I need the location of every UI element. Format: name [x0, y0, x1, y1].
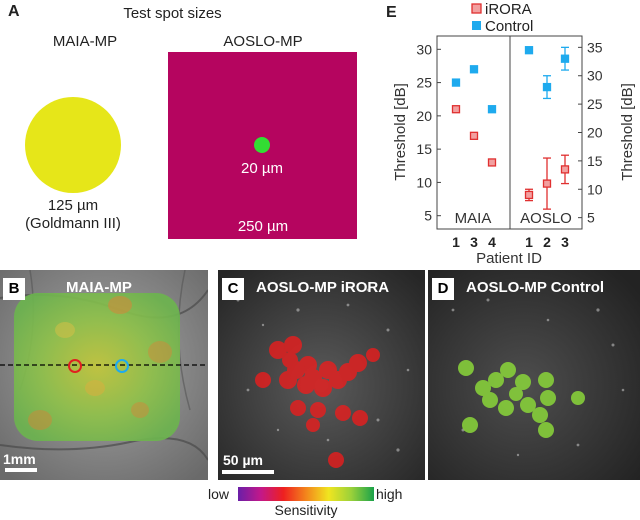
legend-irora-marker — [471, 3, 482, 14]
maia-spot-note: (Goldmann III) — [25, 215, 121, 232]
x-tick-label-aoslo: 3 — [561, 234, 569, 250]
left-tick-label: 30 — [416, 41, 432, 57]
panel-a-title: Test spot sizes — [123, 5, 222, 22]
aoslo-field-size: 250 µm — [237, 218, 289, 235]
panel-b-title: MAIA-MP — [66, 279, 132, 296]
panel-a-letter: A — [8, 3, 20, 20]
panel-c-title: AOSLO-MP iRORA — [256, 279, 390, 296]
right-tick-label: 10 — [587, 181, 603, 197]
point-control — [451, 78, 461, 87]
data-points — [451, 46, 570, 210]
maia-spot — [25, 97, 121, 193]
colorbar-low: low — [208, 486, 230, 502]
right-tick-label: 15 — [587, 153, 603, 169]
maia-heading: MAIA-MP — [52, 33, 118, 50]
aoslo-spot — [254, 137, 270, 153]
left-tick-label: 10 — [416, 174, 432, 190]
maia-fundus-panel — [0, 270, 208, 480]
left-tick-label: 20 — [416, 108, 432, 124]
right-tick-label: 5 — [587, 210, 595, 226]
legend-control-label: Control — [485, 18, 533, 35]
panel-c-scalebar — [222, 470, 274, 474]
x-tick-label-aoslo: 1 — [525, 234, 533, 250]
point-control — [542, 82, 552, 92]
point-control — [560, 54, 570, 63]
point-control — [524, 46, 534, 55]
left-axis-ticks: 5 10 15 20 25 30 — [416, 41, 441, 224]
panel-b-scalebar — [5, 468, 37, 472]
left-tick-label: 15 — [416, 141, 432, 157]
panel-e-letter: E — [386, 4, 397, 21]
colorbar-label: Sensitivity — [274, 502, 338, 518]
right-tick-label: 25 — [587, 96, 603, 112]
maia-spot-size: 125 µm — [47, 197, 99, 214]
left-axis-label: Threshold [dB] — [392, 83, 409, 181]
point-control — [487, 105, 497, 114]
x-tick-label-aoslo: 2 — [543, 234, 551, 250]
panel-d-letter: D — [432, 278, 454, 300]
sensitivity-colorbar — [238, 487, 374, 501]
point-irora — [560, 165, 570, 174]
legend-irora-label: iRORA — [485, 1, 532, 18]
panel-b-scale: 1mm — [3, 451, 36, 467]
aoslo-control-panel — [428, 270, 640, 480]
aoslo-spot-size: 20 µm — [241, 160, 283, 177]
colorbar-high: high — [376, 486, 403, 502]
legend-control-marker — [472, 21, 481, 30]
right-tick-label: 35 — [587, 39, 603, 55]
left-tick-label: 5 — [424, 208, 432, 224]
x-tick-label-maia: 3 — [470, 234, 478, 250]
aoslo-heading: AOSLO-MP — [223, 33, 303, 50]
x-tick-label-maia: 4 — [488, 234, 496, 250]
right-axis-ticks: 5 10 15 20 25 30 35 — [578, 39, 603, 226]
panel-d-title: AOSLO-MP Control — [466, 279, 605, 296]
point-control — [469, 65, 479, 74]
x-tick-label-maia: 1 — [452, 234, 460, 250]
point-irora — [451, 105, 461, 114]
right-tick-label: 30 — [587, 68, 603, 84]
group-label-maia: MAIA — [455, 210, 492, 227]
group-label-aoslo: AOSLO — [520, 210, 572, 227]
x-axis-label: Patient ID — [476, 250, 542, 267]
point-irora — [524, 190, 534, 200]
panel-b-letter: B — [3, 278, 25, 300]
point-irora — [542, 179, 552, 188]
panel-c-letter: C — [222, 278, 244, 300]
left-tick-label: 25 — [416, 75, 432, 91]
point-irora — [469, 131, 479, 140]
right-tick-label: 20 — [587, 125, 603, 141]
right-axis-label: Threshold [dB] — [619, 83, 636, 181]
threshold-chart: E iRORA Control 5 10 15 20 25 30 5 10 15 20 25 30 3… — [386, 1, 636, 267]
panel-c-scale: 50 µm — [223, 452, 263, 468]
point-irora — [487, 158, 497, 167]
aoslo-irora-panel — [218, 270, 425, 480]
